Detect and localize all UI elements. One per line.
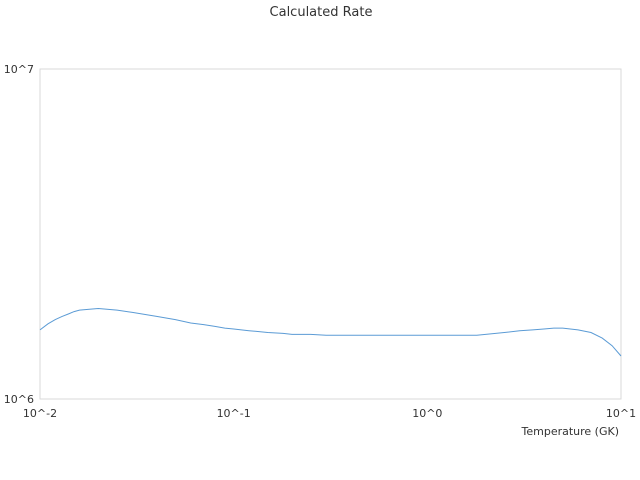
chart-title: Calculated Rate [270, 5, 373, 20]
x-axis-ticks: 10^-2 10^-1 10^0 10^1 [23, 407, 636, 420]
plot-area [39, 68, 622, 400]
x-tick-label: 10^-2 [23, 407, 57, 420]
x-tick-label: 10^1 [606, 407, 636, 420]
x-tick-label: 10^-1 [217, 407, 251, 420]
y-tick-label: 10^6 [4, 393, 34, 406]
y-tick-label: 10^7 [4, 63, 34, 76]
series-line [39, 307, 622, 357]
y-axis-ticks: 10^6 10^7 [4, 63, 34, 406]
x-axis-label: Temperature (GK) [521, 425, 620, 438]
x-tick-label: 10^0 [412, 407, 442, 420]
